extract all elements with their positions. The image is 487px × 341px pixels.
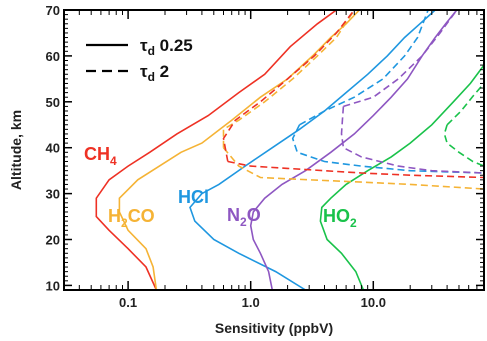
y-tick-label: 50 [46,95,60,110]
x-tick-label: 0.1 [119,295,137,310]
legend-label-solid: τd 0.25 [140,36,193,58]
species-label-ch4: CH4 [84,144,117,168]
y-tick-label: 20 [46,233,60,248]
series-line-ho2-solid-4 [319,64,484,290]
series-line-ho2-dashed-13 [443,124,484,167]
plot-frame [63,9,485,291]
species-label-n2o: N2O [227,205,261,229]
y-tick-label: 30 [46,187,60,202]
species-label-h2co: H2CO [108,206,155,230]
species-labels: CH4 H2CO HCl N2O HO2 [84,144,357,230]
tick-labels-layer: 10 20 30 40 50 60 70 0.1 1.0 10.0 [46,3,386,310]
series-line-hcl-dashed-9 [291,124,484,174]
legend-label-dashed: τd 2 [140,62,169,84]
series-line-hcl-solid-2 [189,10,436,290]
series-line-ch4-dashed-5 [227,160,484,179]
series-line-ch4-dashed-8 [222,10,355,162]
series-line-n2o-dashed-12 [343,10,458,108]
species-label-ho2: HO2 [323,206,357,230]
y-tick-label: 40 [46,141,60,156]
x-tick-label: 1.0 [242,295,260,310]
y-tick-label: 10 [46,278,60,293]
series-line-ho2-dashed-14 [446,82,484,126]
series-line-ch4-solid-0 [95,10,337,290]
series-line-n2o-dashed-11 [340,106,484,174]
legend: τd 0.25 τd 2 [86,36,193,84]
curves-layer [95,10,484,290]
ticks-layer [64,9,484,290]
series-line-h2co-dashed-7 [222,10,355,148]
y-tick-label: 70 [46,3,60,18]
y-axis-title: Altitude, km [8,110,24,190]
x-tick-label: 10.0 [361,295,386,310]
series-line-h2co-solid-1 [118,10,360,290]
series-line-h2co-dashed-6 [222,147,484,190]
series-line-hcl-dashed-10 [299,10,429,126]
x-axis-title: Sensitivity (ppbV) [215,320,333,336]
species-label-hcl: HCl [178,187,209,207]
y-tick-label: 60 [46,49,60,64]
